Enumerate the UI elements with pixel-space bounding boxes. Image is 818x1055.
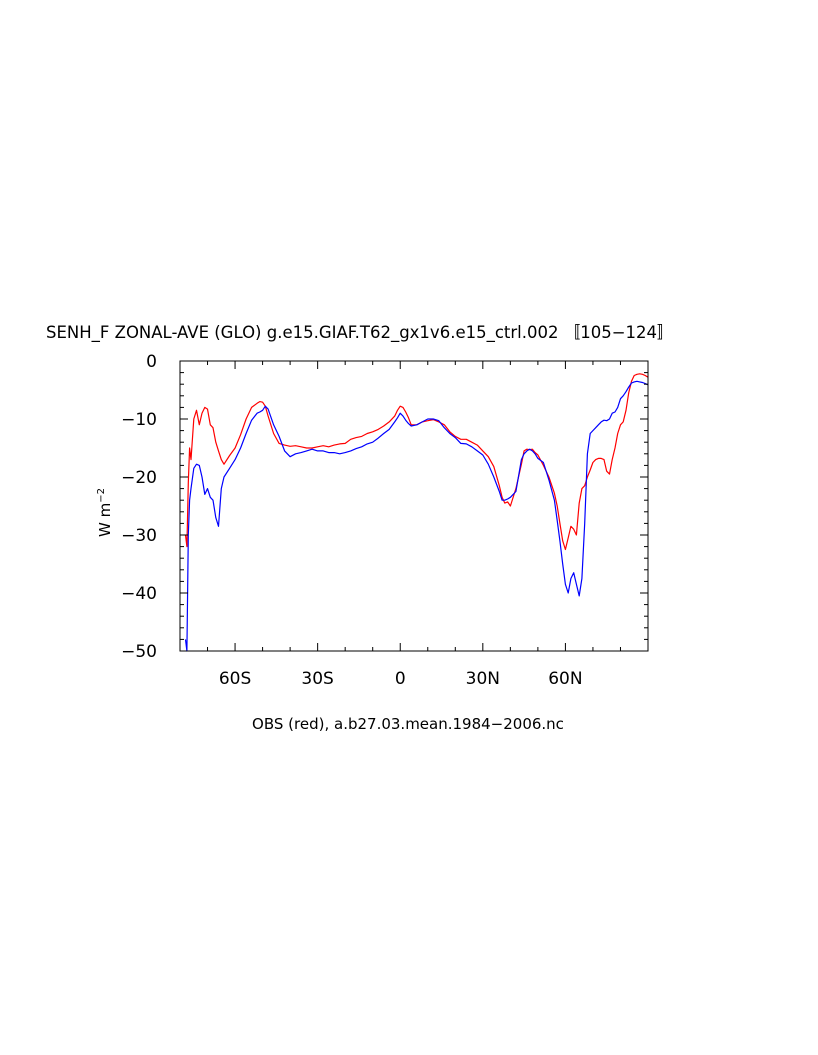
x-tick-label: 0 [395,669,406,689]
x-tick-label: 60S [219,669,251,689]
x-tick-label: 30S [301,669,333,689]
series-line-1 [184,373,649,551]
x-tick-label: 60N [548,669,582,689]
x-axis-label: OBS (red), a.b27.03.mean.1984−2006.nc [252,715,564,733]
y-tick-label: −10 [121,410,157,430]
x-tick-label: 30N [466,669,500,689]
series-line-2 [184,380,649,652]
y-axis: 0 −10 −20 −30 −40 −50 [121,352,648,662]
y-axis-label-base: W m [96,503,114,537]
y-tick-label: −40 [121,584,157,604]
series-layer [184,373,649,652]
y-axis-label: W m−2 [96,488,114,537]
y-axis-label-superscript: −2 [96,488,107,503]
y-tick-label: 0 [146,352,157,372]
y-tick-label: −30 [121,526,157,546]
y-tick-label: −20 [121,468,157,488]
chart-title: SENH_F ZONAL-AVE (GLO) g.e15.GIAF.T62_gx… [46,323,674,343]
plot-frame [179,360,649,652]
x-axis: 60S 30S 0 30N 60N [179,361,649,689]
y-tick-label: −50 [121,642,157,662]
